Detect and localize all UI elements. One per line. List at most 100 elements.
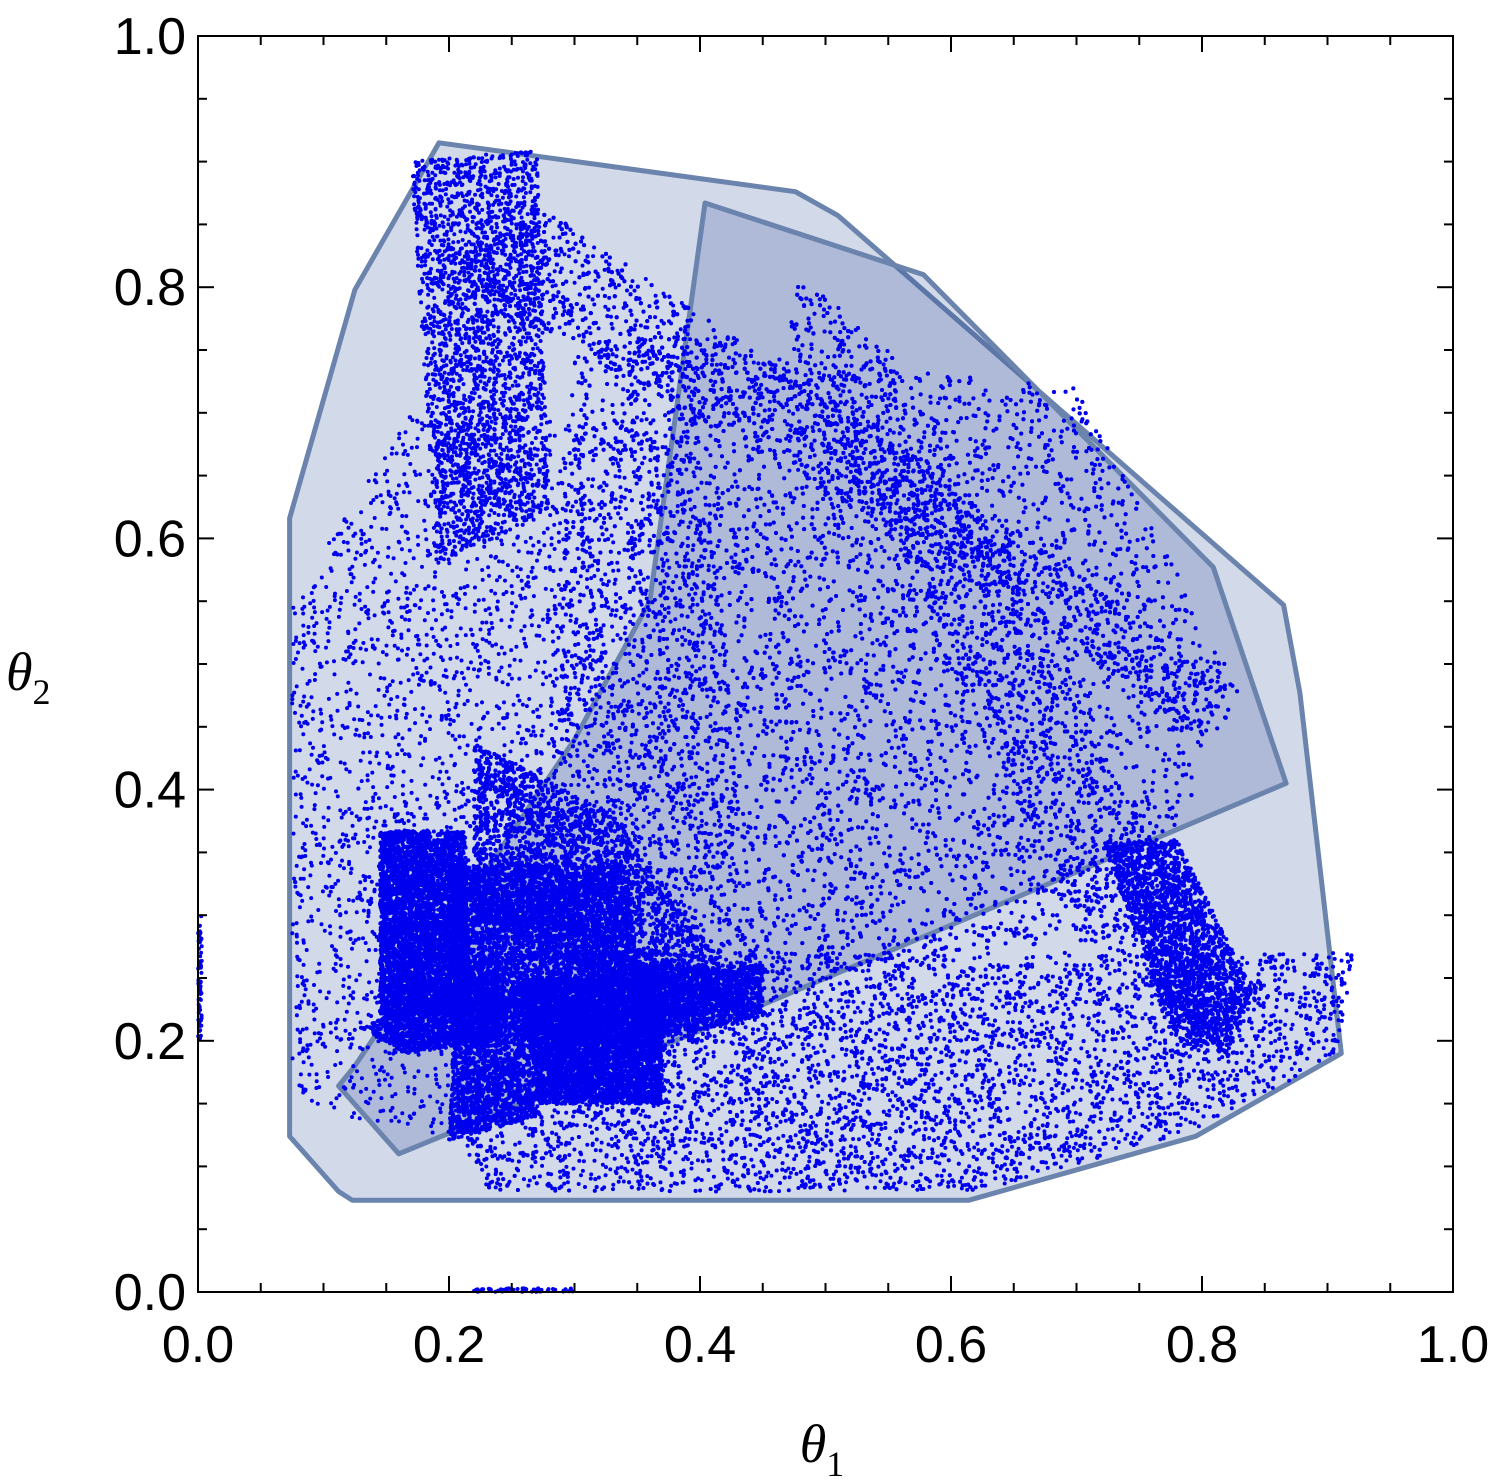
data-point bbox=[1040, 570, 1044, 574]
data-point bbox=[1117, 641, 1121, 645]
data-point bbox=[796, 468, 800, 472]
data-point bbox=[997, 519, 1001, 523]
data-point bbox=[650, 283, 654, 287]
data-point bbox=[752, 361, 756, 365]
data-point bbox=[598, 340, 602, 344]
data-point bbox=[653, 315, 657, 319]
data-point bbox=[1037, 550, 1041, 554]
data-point bbox=[539, 239, 543, 243]
data-point bbox=[683, 367, 687, 371]
data-point bbox=[553, 307, 557, 311]
data-point bbox=[860, 508, 864, 512]
data-point bbox=[609, 348, 613, 352]
data-point bbox=[592, 303, 596, 307]
data-point bbox=[564, 322, 568, 326]
data-point bbox=[768, 400, 772, 404]
data-point bbox=[563, 252, 567, 256]
data-point bbox=[1108, 610, 1112, 614]
data-point bbox=[553, 269, 557, 273]
data-point bbox=[644, 277, 648, 281]
data-point bbox=[591, 298, 595, 302]
data-point bbox=[562, 332, 566, 336]
data-point bbox=[1138, 634, 1142, 638]
data-point bbox=[756, 361, 760, 365]
data-point bbox=[675, 331, 679, 335]
data-point bbox=[867, 505, 871, 509]
data-point bbox=[547, 273, 551, 277]
data-point bbox=[788, 439, 792, 443]
data-point bbox=[738, 353, 742, 357]
data-point bbox=[589, 331, 593, 335]
data-point bbox=[1081, 592, 1085, 596]
data-point bbox=[1206, 720, 1210, 724]
data-point bbox=[582, 243, 586, 247]
data-point bbox=[645, 326, 649, 330]
data-point bbox=[1059, 567, 1063, 571]
data-point bbox=[805, 403, 809, 407]
data-point bbox=[621, 357, 625, 361]
data-point bbox=[689, 350, 693, 354]
data-point bbox=[569, 270, 573, 274]
data-point bbox=[1016, 544, 1020, 548]
data-point bbox=[773, 453, 777, 457]
data-point bbox=[1064, 564, 1068, 568]
data-point bbox=[603, 268, 607, 272]
data-point bbox=[1101, 634, 1105, 638]
data-point bbox=[688, 337, 692, 341]
data-point bbox=[669, 321, 673, 325]
data-point bbox=[633, 323, 637, 327]
data-point bbox=[603, 305, 607, 309]
data-point bbox=[633, 289, 637, 293]
data-point bbox=[1216, 680, 1220, 684]
data-point bbox=[1144, 665, 1148, 669]
data-point bbox=[551, 294, 555, 298]
data-point bbox=[607, 296, 611, 300]
data-point bbox=[711, 383, 715, 387]
data-point bbox=[1149, 675, 1153, 679]
data-point bbox=[587, 295, 591, 299]
data-point bbox=[813, 453, 817, 457]
data-point bbox=[713, 335, 717, 339]
data-point bbox=[624, 319, 628, 323]
data-point bbox=[612, 305, 616, 309]
data-point bbox=[787, 409, 791, 413]
data-point bbox=[970, 555, 974, 559]
data-point bbox=[1145, 673, 1149, 677]
data-point bbox=[1117, 650, 1121, 654]
data-point bbox=[589, 347, 593, 351]
data-point bbox=[628, 333, 632, 337]
data-point bbox=[1091, 658, 1095, 662]
data-point bbox=[654, 294, 658, 298]
data-point bbox=[772, 449, 776, 453]
data-point bbox=[613, 294, 617, 298]
data-point bbox=[592, 246, 596, 250]
data-point bbox=[980, 568, 984, 572]
data-point bbox=[1073, 638, 1077, 642]
data-point bbox=[685, 319, 689, 323]
data-point bbox=[1012, 556, 1016, 560]
data-point bbox=[1086, 641, 1090, 645]
data-point bbox=[607, 262, 611, 266]
data-point bbox=[556, 290, 560, 294]
data-point bbox=[924, 488, 928, 492]
data-point bbox=[752, 412, 756, 416]
data-point bbox=[591, 254, 595, 258]
data-point bbox=[1138, 625, 1142, 629]
data-point bbox=[1204, 729, 1208, 733]
data-point bbox=[656, 325, 660, 329]
data-point bbox=[727, 411, 731, 415]
data-point bbox=[734, 351, 738, 355]
data-point bbox=[614, 286, 618, 290]
data-point bbox=[834, 429, 838, 433]
data-point bbox=[647, 304, 651, 308]
data-point bbox=[597, 326, 601, 330]
data-point bbox=[819, 476, 823, 480]
data-point bbox=[554, 283, 558, 287]
data-point bbox=[563, 309, 567, 313]
data-point bbox=[639, 324, 643, 328]
data-point bbox=[628, 341, 632, 345]
data-point bbox=[1104, 609, 1108, 613]
data-point bbox=[787, 469, 791, 473]
data-point bbox=[685, 345, 689, 349]
